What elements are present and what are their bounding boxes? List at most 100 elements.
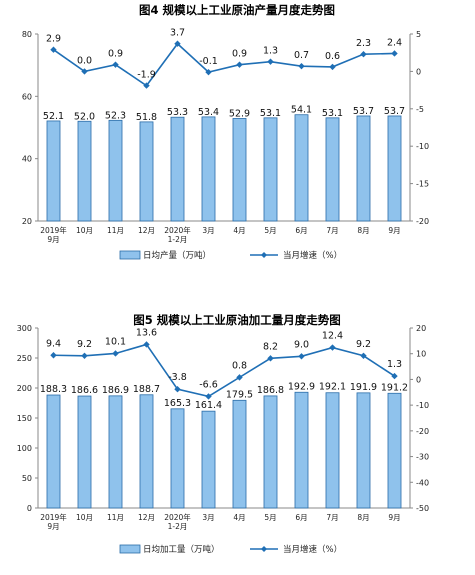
line-point (298, 353, 305, 360)
bar (325, 117, 340, 222)
legend-line-label: 当月增速（%） (283, 544, 342, 555)
line-value-label: 2.4 (387, 37, 402, 48)
chart-crude-oil-output: 图4 规模以上工业原油产量月度走势图 20 40 60 80 5 0 -5 -10 -15 -20 5… (0, 0, 475, 287)
x-tick-label: 8月 (357, 513, 369, 522)
x-tick-label: 4月 (233, 513, 245, 522)
line-point (205, 393, 212, 400)
bar (201, 116, 216, 222)
x-tick-label: 3月 (202, 226, 214, 235)
x-tick-label: 4月 (233, 226, 245, 235)
bar (325, 392, 340, 509)
x-tick-label: 1-2月 (168, 522, 188, 531)
line-point (360, 352, 367, 359)
growth-line (53, 42, 395, 87)
line-value-label: 9.4 (46, 338, 61, 349)
line-value-label: 3.7 (170, 28, 185, 39)
right-tick-label: -40 (416, 478, 429, 487)
x-tick-label: 12月 (138, 226, 155, 235)
x-tick-label: 5月 (264, 513, 276, 522)
right-tick-label: -10 (416, 401, 429, 410)
bar-value-label: 53.3 (167, 107, 188, 118)
line-value-label: 2.9 (46, 34, 61, 45)
chart-crude-oil-processing: 图5 规模以上工业原油加工量月度走势图 0 50 100 150 200 250 300 20 1… (0, 288, 475, 575)
left-tick-label: 300 (17, 324, 32, 333)
x-tick-label: 3月 (202, 513, 214, 522)
right-tick-label: 0 (416, 375, 421, 384)
bar-value-label: 186.9 (102, 385, 129, 396)
bar-value-label: 188.3 (40, 384, 67, 395)
bar-value-label: 53.1 (260, 108, 281, 119)
bar (46, 120, 61, 222)
left-tick-label: 20 (22, 217, 32, 226)
x-tick-label: 2019年 (40, 225, 67, 235)
x-tick-label: 2020年 (164, 225, 191, 235)
left-tick-label: 80 (22, 30, 32, 39)
right-tick-label: -20 (416, 427, 429, 436)
right-tick-label: -10 (416, 142, 429, 151)
line-value-label: 0.9 (232, 49, 247, 60)
bar-value-label: 192.9 (288, 381, 315, 392)
right-tick-label: -5 (416, 105, 424, 114)
line-point (143, 341, 150, 348)
bar (232, 118, 247, 222)
x-tick-label: 1-2月 (168, 235, 188, 244)
line-value-label: 0.8 (232, 360, 247, 371)
x-tick-label: 8月 (357, 226, 369, 235)
legend-line-label: 当月增速（%） (283, 250, 342, 261)
x-tick-label: 9月 (47, 235, 59, 244)
line-value-label: 1.3 (263, 46, 278, 57)
bar-value-label: 179.5 (226, 389, 253, 400)
right-tick-label: 20 (416, 324, 426, 333)
line-value-label: 0.9 (108, 49, 123, 60)
line-point (174, 386, 181, 393)
x-tick-label: 11月 (107, 226, 124, 235)
bar-value-label: 51.8 (136, 112, 157, 123)
line-point (112, 350, 119, 357)
right-tick-label: -30 (416, 453, 429, 462)
growth-line (53, 343, 395, 398)
line-value-label: 0.7 (294, 50, 309, 61)
line-point (329, 63, 336, 71)
line-point (174, 40, 181, 47)
bar (387, 392, 402, 509)
line-point (236, 374, 243, 381)
line-value-label: -0.1 (199, 56, 218, 67)
x-tick-label: 10月 (76, 513, 93, 522)
x-tick-label: 9月 (388, 226, 400, 235)
x-tick-label: 10月 (76, 226, 93, 235)
bar (201, 410, 216, 509)
bar (232, 399, 247, 509)
x-tick-label: 7月 (326, 226, 338, 235)
bar (356, 115, 371, 222)
bar-value-label: 52.3 (105, 110, 126, 121)
bar-value-label: 188.7 (133, 384, 160, 395)
left-tick-label: 50 (22, 474, 32, 483)
bar (294, 114, 309, 222)
left-tick-label: 60 (22, 92, 32, 101)
bar-value-label: 52.9 (229, 108, 250, 119)
line-point (81, 68, 88, 75)
bar (387, 115, 402, 222)
line-value-label: 13.6 (136, 327, 157, 338)
legend-bar-swatch (119, 250, 141, 260)
left-tick-label: 100 (17, 444, 32, 453)
bar (294, 391, 309, 509)
bar-value-label: 192.1 (319, 382, 346, 393)
x-tick-label: 9月 (388, 513, 400, 522)
x-tick-label: 9月 (47, 522, 59, 531)
line-point (112, 61, 119, 68)
left-tick-label: 250 (17, 354, 32, 363)
line-value-label: 12.4 (322, 331, 343, 342)
x-tick-label: 6月 (295, 513, 307, 522)
bar-value-label: 53.4 (198, 107, 219, 118)
line-point (50, 352, 57, 359)
bar-value-label: 186.6 (71, 385, 98, 396)
legend-line-marker (261, 252, 267, 258)
x-tick-label: 11月 (107, 513, 124, 522)
line-value-label: 10.1 (105, 336, 126, 347)
left-tick-label: 40 (22, 155, 32, 164)
left-tick-label: 150 (17, 414, 32, 423)
bar (108, 119, 123, 222)
line-point (360, 50, 367, 58)
